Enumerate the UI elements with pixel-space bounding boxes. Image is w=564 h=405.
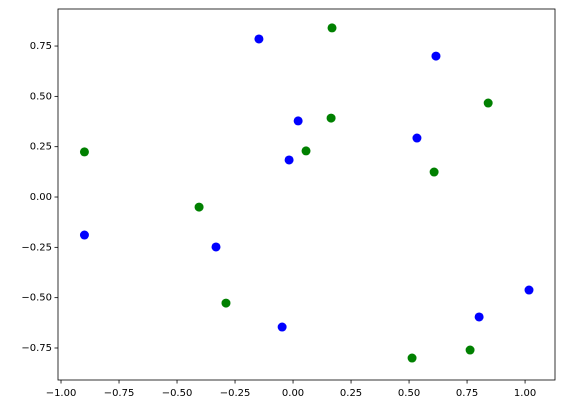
point: [474, 312, 484, 322]
point: [194, 202, 204, 212]
y-tick-label: −0.75: [21, 343, 52, 354]
point: [483, 98, 493, 108]
point: [79, 230, 89, 240]
point: [465, 345, 475, 355]
y-tick-label: −0.25: [21, 242, 52, 253]
y-tick-label: 0.25: [30, 142, 52, 153]
point: [407, 353, 417, 363]
y-tick-label: −0.50: [21, 293, 52, 304]
point: [431, 51, 441, 61]
point: [327, 23, 337, 33]
point: [293, 116, 303, 126]
x-tick-label: −0.25: [220, 388, 251, 399]
y-tick-label: 0.00: [30, 192, 52, 203]
point: [326, 113, 336, 123]
point: [211, 242, 221, 252]
x-tick-label: 0.00: [282, 388, 304, 399]
x-tick-label: 0.75: [456, 388, 478, 399]
point: [524, 285, 534, 295]
x-tick-label: 0.25: [340, 388, 362, 399]
point: [284, 155, 294, 165]
point: [221, 298, 231, 308]
x-tick-label: −0.50: [162, 388, 193, 399]
point: [429, 167, 439, 177]
point: [254, 34, 264, 44]
point: [412, 133, 422, 143]
point: [277, 322, 287, 332]
plot-frame: [57, 8, 556, 381]
y-tick-label: 0.75: [30, 41, 52, 52]
x-tick-label: −1.00: [46, 388, 77, 399]
x-tick-label: 1.00: [514, 388, 536, 399]
point: [301, 146, 311, 156]
x-tick-label: −0.75: [104, 388, 135, 399]
y-tick-label: 0.50: [30, 91, 52, 102]
point: [79, 147, 89, 157]
x-tick-label: 0.50: [398, 388, 420, 399]
